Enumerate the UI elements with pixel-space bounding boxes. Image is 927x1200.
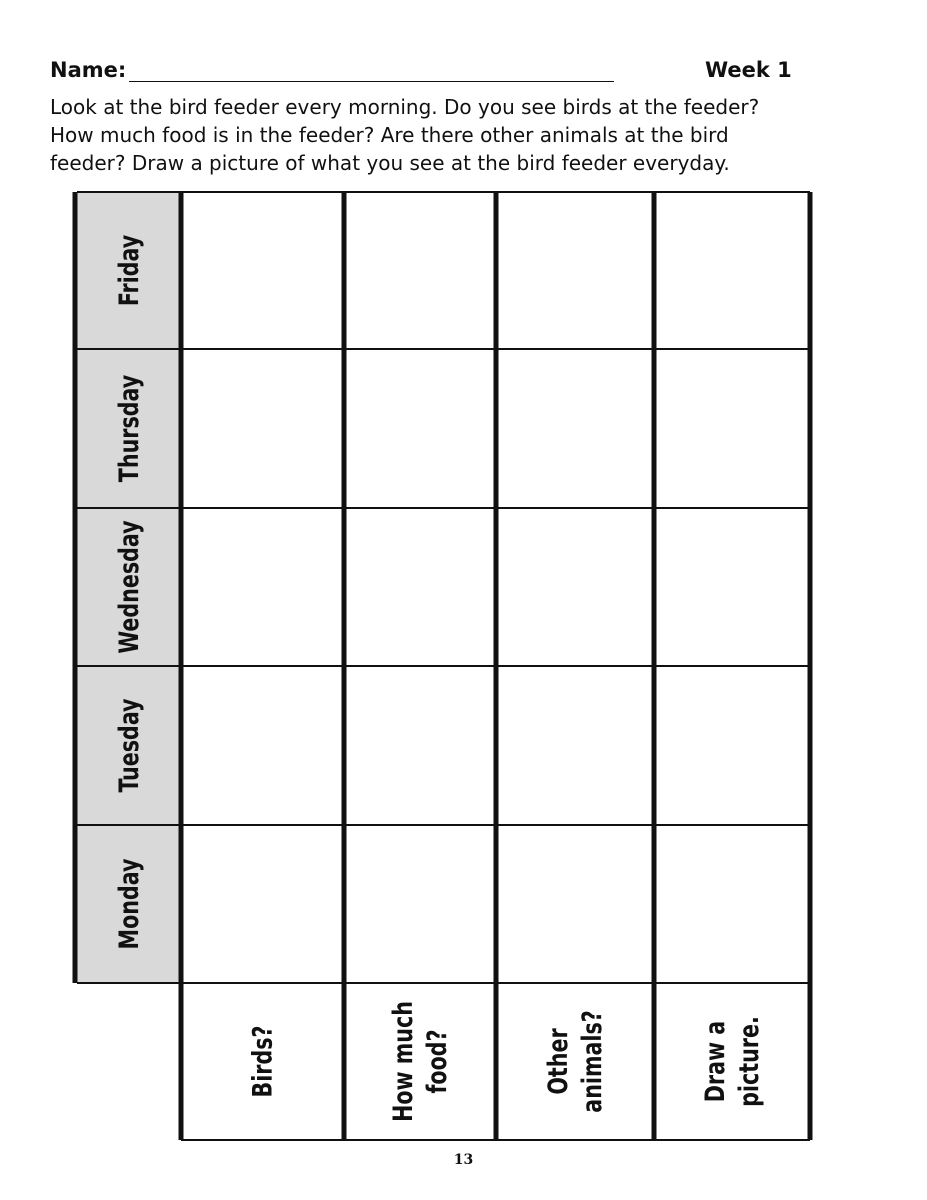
question-label-birds-line-1: Birds? [247,1025,278,1097]
question-label-other-animals-line-1: Other [542,1028,573,1095]
instructions-line-3: feeder? Draw a picture of what you see a… [50,151,730,175]
answer-cell [654,508,810,666]
name-write-line [129,81,614,82]
answer-cell [654,825,810,983]
answer-cell [344,349,496,508]
day-cell-background [77,349,181,508]
answer-cell [496,349,654,508]
answer-cell [181,825,344,983]
answer-cell [344,508,496,666]
answer-cell [181,192,344,349]
answer-cell [181,349,344,508]
day-label-monday: Monday [113,858,144,949]
question-label-draw-a-picture-line-1: Draw a [699,1021,730,1102]
answer-cell [496,192,654,349]
answer-cell [654,666,810,825]
answer-cell [181,666,344,825]
day-label-tuesday: Tuesday [113,698,144,792]
answer-cell [181,508,344,666]
day-cell-background [77,825,181,983]
instructions-line-2: How much food is in the feeder? Are ther… [50,123,729,147]
day-cell-background [77,192,181,349]
name-label: Name: [50,58,127,82]
answer-cell [344,192,496,349]
day-label-thursday: Thursday [113,375,144,483]
answer-cell [344,825,496,983]
day-cell-background [77,508,181,666]
day-label-wednesday: Wednesday [113,520,144,653]
worksheet-header: Name: Week 1 [50,56,810,86]
day-cell-background [77,666,181,825]
answer-cell [654,192,810,349]
week-label: Week 1 [705,58,792,82]
question-label-draw-a-picture-line-2: picture. [733,1016,764,1107]
answer-cell [496,825,654,983]
question-label-how-much-food-line-1: How much [387,1001,418,1122]
answer-cell [344,666,496,825]
answer-cell [496,508,654,666]
instructions: Look at the bird feeder every morning. D… [50,93,900,177]
answer-cell [496,666,654,825]
instructions-line-1: Look at the bird feeder every morning. D… [50,95,760,119]
question-label-other-animals-line-2: animals? [576,1010,607,1112]
answer-cell [654,349,810,508]
question-label-how-much-food-line-2: food? [421,1029,452,1093]
page-number: 13 [453,1152,474,1168]
day-label-friday: Friday [113,235,144,307]
